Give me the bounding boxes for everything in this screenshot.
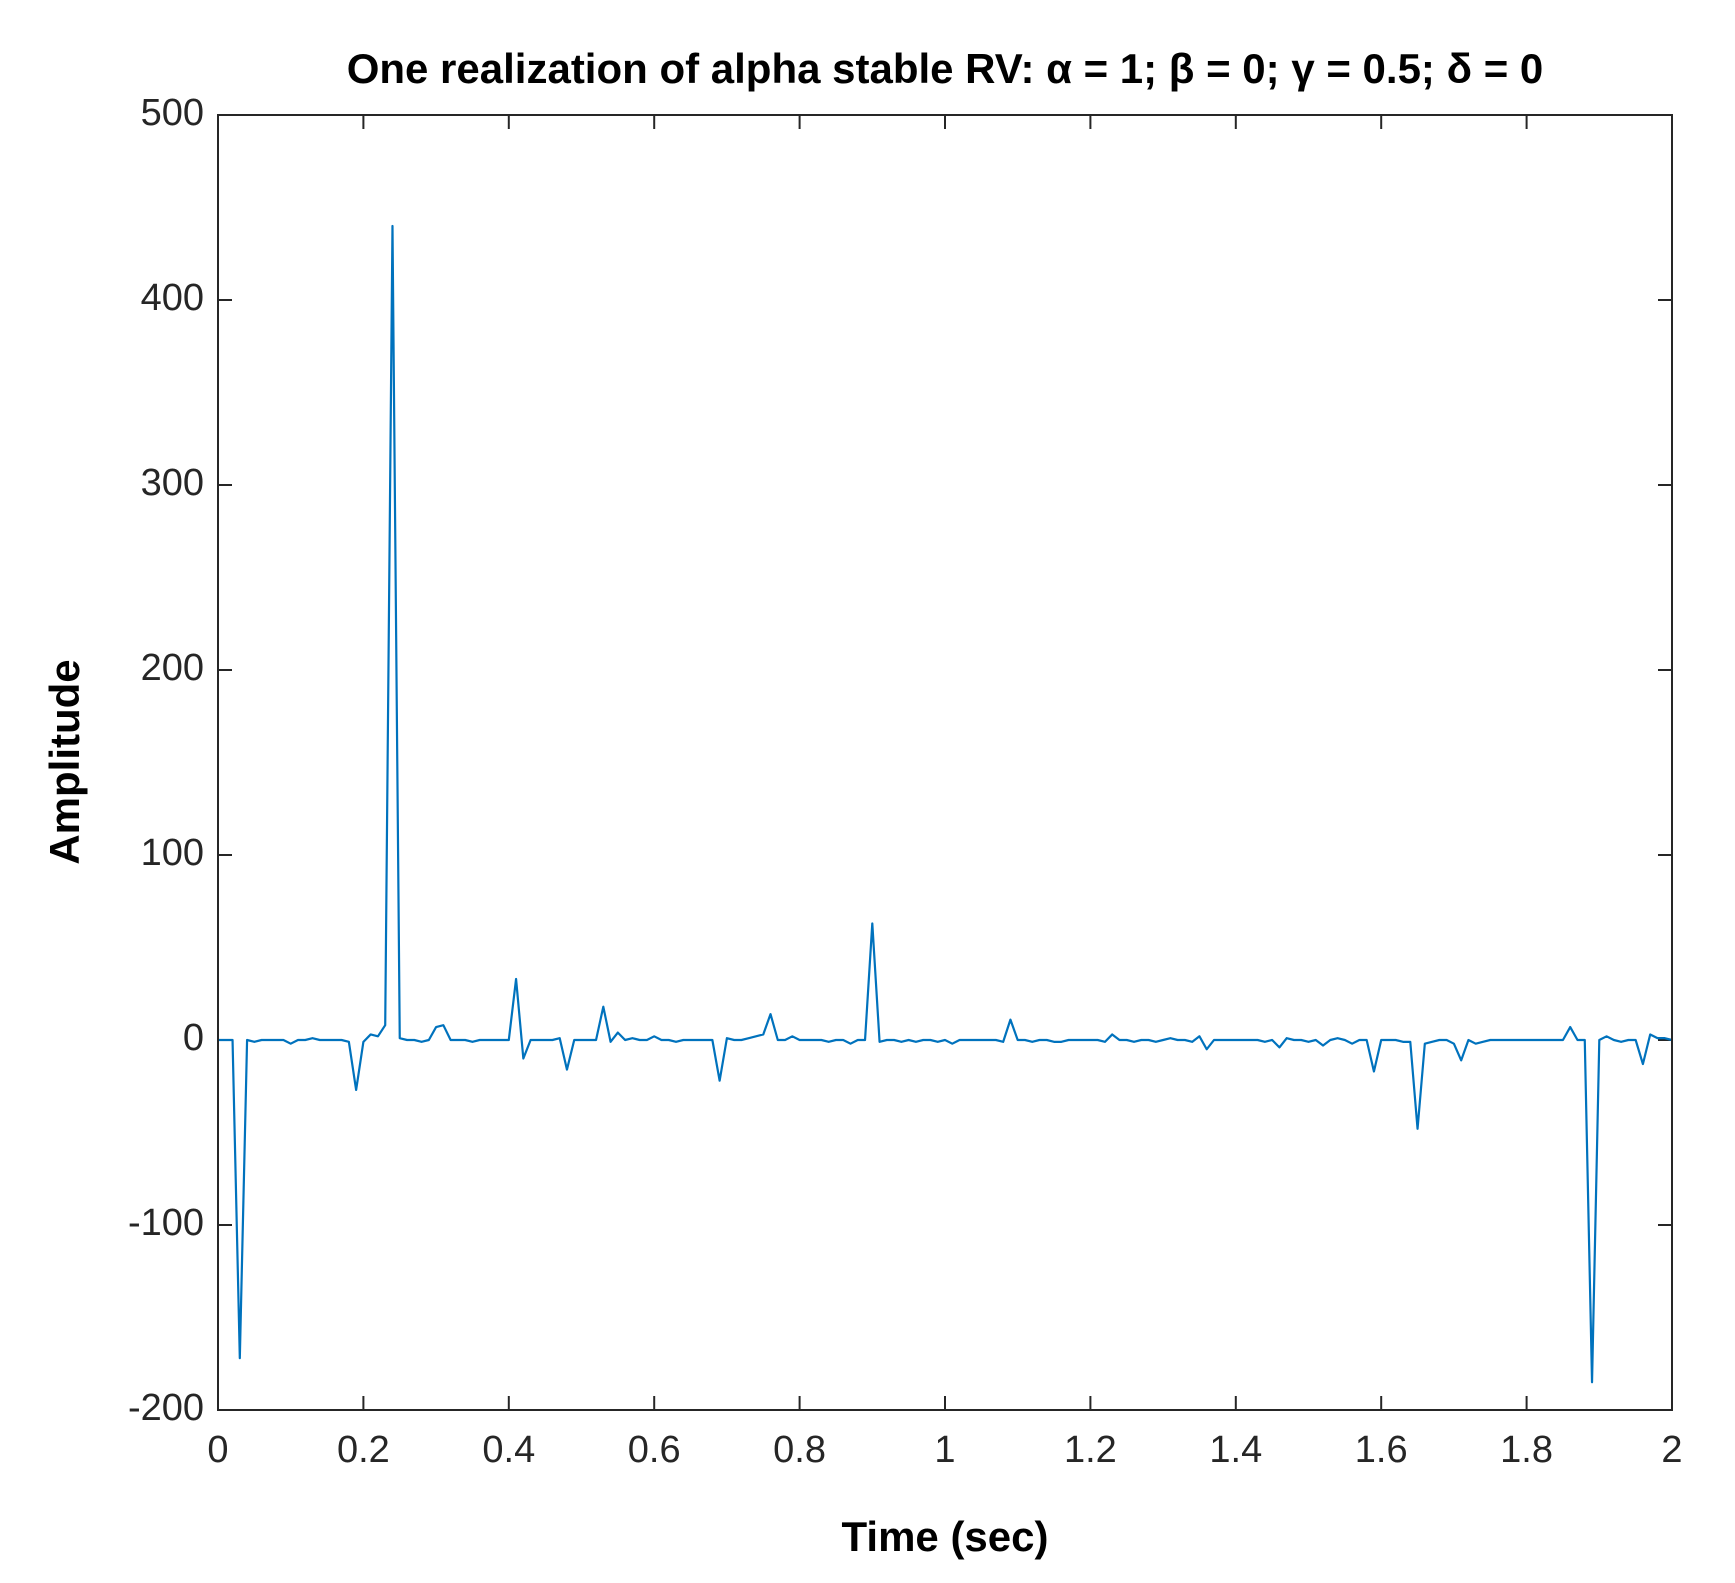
y-tick-label: 200 <box>141 647 204 689</box>
x-tick-label: 1.8 <box>1500 1429 1553 1471</box>
y-axis-label: Amplitude <box>41 659 88 864</box>
chart-title: One realization of alpha stable RV: α = … <box>347 45 1544 92</box>
x-axis-label: Time (sec) <box>842 1513 1049 1560</box>
y-tick-label: 100 <box>141 832 204 874</box>
x-tick-label: 1.6 <box>1355 1429 1408 1471</box>
x-tick-label: 0.6 <box>628 1429 681 1471</box>
y-tick-label: 400 <box>141 277 204 319</box>
axes-box <box>217 114 1673 1411</box>
line-series <box>218 224 1673 1384</box>
x-tick-label: 0.8 <box>773 1429 826 1471</box>
y-tick-label: -200 <box>128 1387 204 1429</box>
x-tick-label: 1 <box>934 1429 955 1471</box>
x-tick-label: 0.2 <box>337 1429 390 1471</box>
x-tick-label: 0 <box>207 1429 228 1471</box>
x-tick-label: 1.2 <box>1064 1429 1117 1471</box>
y-tick-label: -100 <box>128 1202 204 1244</box>
x-tick-label: 1.4 <box>1209 1429 1262 1471</box>
y-tick-label: 300 <box>141 462 204 504</box>
y-tick-label: 0 <box>183 1017 204 1059</box>
y-tick-label: 500 <box>141 92 204 134</box>
x-tick-label: 0.4 <box>482 1429 535 1471</box>
x-tick-label: 2 <box>1661 1429 1682 1471</box>
